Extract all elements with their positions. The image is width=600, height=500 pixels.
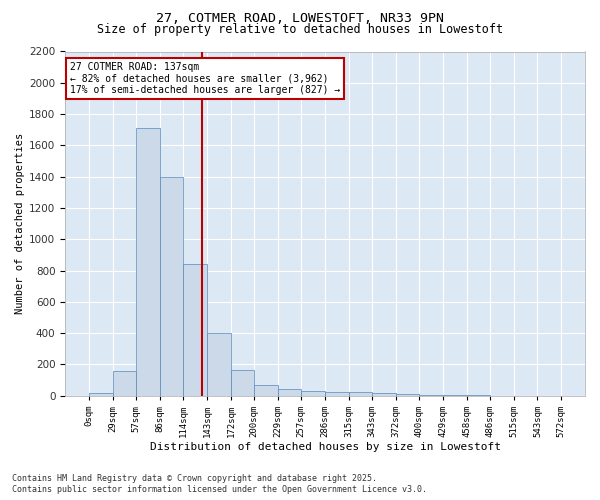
Bar <box>160 178 183 396</box>
Bar <box>301 391 325 396</box>
Bar <box>113 372 136 396</box>
Bar <box>231 370 254 396</box>
Text: Contains HM Land Registry data © Crown copyright and database right 2025.
Contai: Contains HM Land Registry data © Crown c… <box>12 474 427 494</box>
Bar <box>278 390 301 396</box>
Bar <box>396 394 419 396</box>
Bar <box>419 395 443 396</box>
Bar <box>254 386 278 396</box>
Bar <box>372 394 396 396</box>
Text: 27, COTMER ROAD, LOWESTOFT, NR33 9PN: 27, COTMER ROAD, LOWESTOFT, NR33 9PN <box>156 12 444 26</box>
Bar <box>136 128 160 396</box>
Bar <box>207 333 231 396</box>
Text: 27 COTMER ROAD: 137sqm
← 82% of detached houses are smaller (3,962)
17% of semi-: 27 COTMER ROAD: 137sqm ← 82% of detached… <box>70 62 341 95</box>
Y-axis label: Number of detached properties: Number of detached properties <box>15 133 25 314</box>
Bar <box>89 393 113 396</box>
Bar <box>349 392 372 396</box>
Bar <box>325 392 349 396</box>
Bar <box>183 264 207 396</box>
Text: Size of property relative to detached houses in Lowestoft: Size of property relative to detached ho… <box>97 22 503 36</box>
X-axis label: Distribution of detached houses by size in Lowestoft: Distribution of detached houses by size … <box>149 442 500 452</box>
